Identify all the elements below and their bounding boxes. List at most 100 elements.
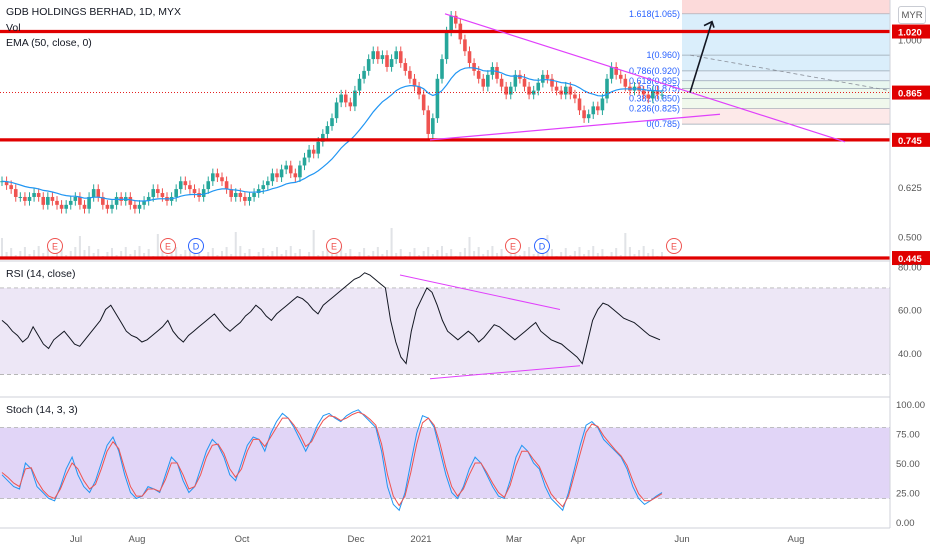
candle-body xyxy=(398,51,403,64)
candle-body xyxy=(641,90,646,95)
vol-label[interactable]: Vol xyxy=(6,22,21,34)
volume-bar xyxy=(257,252,260,258)
volume-bar xyxy=(473,251,476,258)
price-label-bg xyxy=(892,251,930,266)
ema-label[interactable]: EMA (50, close, 0) xyxy=(6,37,92,49)
candle-body xyxy=(82,204,87,209)
price-label-bg xyxy=(892,85,930,100)
candle-body xyxy=(46,196,50,205)
volume-bar xyxy=(42,253,45,258)
stoch-pane xyxy=(0,409,890,512)
candle-body xyxy=(531,90,536,95)
candle-body xyxy=(325,126,330,134)
event-letter: E xyxy=(165,242,171,252)
candle-body xyxy=(156,189,160,194)
volume-bar xyxy=(78,236,81,258)
volume-bar xyxy=(221,251,223,258)
candle-body xyxy=(380,55,385,60)
candle-body xyxy=(609,66,614,79)
candle-body xyxy=(146,196,151,201)
volume-bar xyxy=(28,254,31,258)
candle-body xyxy=(362,70,366,79)
volume-bar xyxy=(381,254,384,258)
stoch-tick: 75.00 xyxy=(896,429,920,440)
fib-zone xyxy=(682,98,890,109)
candle-body xyxy=(550,78,554,87)
candle-body xyxy=(73,196,78,201)
volume-bar xyxy=(601,249,604,258)
volume-bar xyxy=(234,232,237,258)
volume-bar xyxy=(92,253,95,258)
candle-body xyxy=(435,78,440,119)
candle-body xyxy=(385,55,389,67)
fib-level-label: 0.5(0.875) xyxy=(639,84,680,94)
stoch-tick: 0.00 xyxy=(896,518,915,529)
volume-bar xyxy=(450,249,453,258)
candle-body xyxy=(36,193,41,197)
volume-bar xyxy=(23,247,26,258)
volume-bar xyxy=(344,253,347,258)
fib-level-label: 0.236(0.825) xyxy=(629,103,680,113)
candle-body xyxy=(472,63,476,71)
volume-bar xyxy=(106,252,109,258)
candle-body xyxy=(444,31,449,60)
volume-bar xyxy=(19,251,22,258)
candle-body xyxy=(605,78,609,99)
ema-line xyxy=(1,67,663,202)
volume-bar xyxy=(583,254,586,258)
rsi-trendline xyxy=(429,365,581,380)
price-label: 0.865 xyxy=(898,89,922,100)
price-label: 0.445 xyxy=(898,254,922,265)
fib-zone xyxy=(682,55,890,71)
triangle-upper-line xyxy=(444,13,846,143)
volume-bar xyxy=(477,247,480,258)
candle-body xyxy=(408,70,412,79)
candle-body xyxy=(618,74,623,79)
volume-bar xyxy=(596,253,599,258)
volume-bar xyxy=(436,250,439,258)
volume-bar xyxy=(376,247,379,258)
volume-bar xyxy=(340,246,343,258)
event-marker: E xyxy=(160,238,176,254)
fib-level-label: 0.786(0.920) xyxy=(629,66,680,76)
candle-body xyxy=(64,204,68,209)
time-tick: Dec xyxy=(348,534,365,545)
stoch-label[interactable]: Stoch (14, 3, 3) xyxy=(6,404,78,416)
candle-body xyxy=(18,196,23,198)
volume-bar xyxy=(592,246,595,258)
volume-bar xyxy=(138,246,141,258)
candle-body xyxy=(563,86,568,95)
candle-body xyxy=(201,189,206,197)
fib-zone xyxy=(682,80,890,89)
volume-bar xyxy=(560,252,563,258)
rsi-trendline xyxy=(399,274,561,311)
candle-body xyxy=(284,165,288,170)
candle-body xyxy=(440,59,444,79)
price-label-bg xyxy=(892,132,930,147)
symbol-title[interactable]: GDB HOLDINGS BERHAD, 1D, MYX xyxy=(6,6,182,18)
volume-bar xyxy=(326,247,329,258)
price-tick: 0.500 xyxy=(898,232,922,243)
candle-body xyxy=(41,196,46,205)
candle-body xyxy=(554,86,559,91)
volume-bar xyxy=(408,252,411,258)
candle-body xyxy=(128,196,133,205)
volume-bar xyxy=(285,250,288,258)
currency-button[interactable]: MYR xyxy=(898,6,926,24)
candle-body xyxy=(23,196,27,201)
rsi-label[interactable]: RSI (14, close) xyxy=(6,268,76,280)
volume-bar xyxy=(349,249,352,258)
candle-body xyxy=(307,149,311,158)
volume-bar xyxy=(651,249,654,258)
candle-body xyxy=(577,98,582,111)
stoch-tick: 25.00 xyxy=(896,489,920,500)
volume-bar xyxy=(184,250,187,258)
candle-body xyxy=(614,66,618,75)
candle-body xyxy=(504,86,508,95)
candle-body xyxy=(293,173,298,178)
volume-bar xyxy=(69,251,72,258)
candle-body xyxy=(243,196,247,201)
candle-body xyxy=(527,86,531,95)
volume-bar xyxy=(413,248,416,258)
